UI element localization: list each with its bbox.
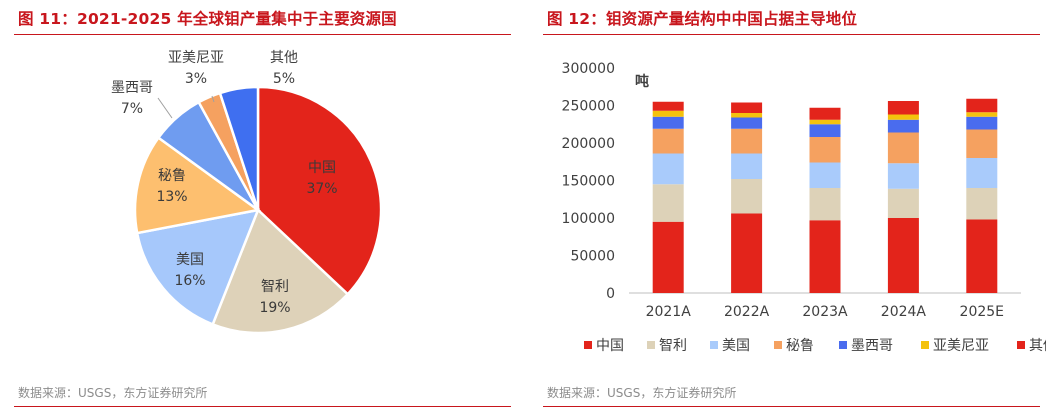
bar-segment-0-3 <box>652 128 684 154</box>
pie-leader-line-item-4 <box>157 97 173 119</box>
bar-segment-2-1 <box>809 188 841 221</box>
legend-swatch-5 <box>921 341 929 349</box>
bar-segment-1-1 <box>731 179 763 214</box>
pie-label-name-item-0: 中国 <box>308 160 336 176</box>
pie-label-pct-item-3: 13% <box>156 189 187 205</box>
legend-label-2: 美国 <box>722 338 750 354</box>
x-tick-label-2: 2023A <box>802 304 848 320</box>
pie-slice-item-2 <box>135 208 260 326</box>
pie-slice-item-3 <box>133 135 262 235</box>
pie-slice-item-6 <box>218 85 260 211</box>
right-source-rule <box>543 406 1040 407</box>
pie-label-pct-item-0: 37% <box>306 181 337 197</box>
y-tick-label-0: 0 <box>606 286 615 302</box>
pie-label-pct-item-2: 16% <box>174 273 205 289</box>
bar-segment-4-6 <box>966 98 998 113</box>
bar-segment-3-1 <box>887 188 919 218</box>
bar-segment-0-2 <box>652 153 684 185</box>
pie-label-name-item-4: 墨西哥 <box>111 80 153 96</box>
legend-label-4: 墨西哥 <box>851 338 893 354</box>
bar-segment-4-5 <box>966 112 998 117</box>
bar-segment-1-3 <box>731 128 763 154</box>
bar-segment-2-6 <box>809 107 841 120</box>
bar-segment-0-4 <box>652 116 684 129</box>
pie-label-pct-item-1: 19% <box>259 300 290 316</box>
bar-segment-1-5 <box>731 113 763 118</box>
y-tick-label-2: 100000 <box>562 211 615 227</box>
bar-segment-2-0 <box>809 220 841 293</box>
pie-label-name-item-2: 美国 <box>176 252 204 268</box>
x-tick-label-0: 2021A <box>646 304 692 320</box>
legend-swatch-0 <box>584 341 592 349</box>
bar-segment-3-6 <box>887 101 919 115</box>
bar-segment-0-1 <box>652 184 684 222</box>
legend-label-1: 智利 <box>659 338 687 354</box>
y-unit-label: 吨 <box>635 73 649 90</box>
left-source-note: 数据来源：USGS，东方证券研究所 <box>18 386 208 400</box>
y-tick-label-5: 250000 <box>562 99 615 115</box>
x-tick-label-3: 2024A <box>881 304 927 320</box>
left-title-rule <box>14 34 511 35</box>
pie-chart: 中国 37% 智利 19% 美国 16% 秘鲁 13% 墨西哥 7% 亚美尼亚 3% 其他 5% <box>111 50 383 335</box>
left-source-rule <box>14 406 511 407</box>
y-tick-label-4: 200000 <box>562 136 615 152</box>
bar-segment-3-0 <box>887 218 919 293</box>
bar-segment-4-4 <box>966 116 998 130</box>
right-chart-title: 图 12：钼资源产量结构中中国占据主导地位 <box>547 10 858 28</box>
bar-segment-4-0 <box>966 219 998 293</box>
bar-segment-3-5 <box>887 114 919 120</box>
y-tick-label-6: 300000 <box>562 61 615 77</box>
pie-label-name-item-5: 亚美尼亚 <box>168 50 224 66</box>
y-tick-label-3: 150000 <box>562 174 615 190</box>
legend-label-0: 中国 <box>596 338 624 354</box>
legend-label-5: 亚美尼亚 <box>933 338 989 354</box>
bar-segment-4-3 <box>966 129 998 158</box>
pie-label-name-item-6: 其他 <box>270 50 298 66</box>
legend-swatch-4 <box>839 341 847 349</box>
left-chart-panel: 图 11：2021-2025 年全球钼产量集中于主要资源国 中国 37% 智利 19%… <box>0 0 517 413</box>
legend-swatch-6 <box>1017 341 1025 349</box>
pie-label-name-item-3: 秘鲁 <box>158 168 186 184</box>
pie-label-pct-item-4: 7% <box>121 101 143 117</box>
right-source-note: 数据来源：USGS，东方证券研究所 <box>547 386 737 400</box>
x-tick-label-4: 2025E <box>960 304 1004 320</box>
bar-segment-1-0 <box>731 213 763 293</box>
pie-slice-item-0 <box>256 85 383 296</box>
right-title-rule <box>543 34 1040 35</box>
bar-segment-1-2 <box>731 153 763 179</box>
bar-segment-4-1 <box>966 188 998 220</box>
y-tick-label-1: 50000 <box>570 249 615 265</box>
pie-label-pct-item-5: 3% <box>185 71 207 87</box>
x-tick-label-1: 2022A <box>724 304 770 320</box>
pie-leader-line-item-5 <box>211 95 215 103</box>
pie-label-name-item-1: 智利 <box>261 279 289 295</box>
bar-segment-1-6 <box>731 102 763 113</box>
bar-segment-3-2 <box>887 163 919 189</box>
bar-segment-3-3 <box>887 132 919 164</box>
bar-segment-1-4 <box>731 117 763 129</box>
left-chart-title: 图 11：2021-2025 年全球钼产量集中于主要资源国 <box>18 10 397 28</box>
bar-segment-2-3 <box>809 137 841 163</box>
legend-swatch-1 <box>647 341 655 349</box>
legend-label-3: 秘鲁 <box>786 338 814 354</box>
bar-segment-0-0 <box>652 221 684 293</box>
bar-segment-3-4 <box>887 119 919 133</box>
bar-segment-2-2 <box>809 162 841 188</box>
bar-segment-4-2 <box>966 158 998 188</box>
legend-swatch-3 <box>774 341 782 349</box>
bar-segment-2-4 <box>809 124 841 137</box>
stacked-bar-chart: 0 50000 100000 150000 200000 250000 300000 吨 202… <box>562 61 1046 354</box>
bar-segment-0-6 <box>652 101 684 111</box>
pie-label-pct-item-6: 5% <box>273 71 295 87</box>
bar-segment-2-5 <box>809 119 841 125</box>
bar-segment-0-5 <box>652 110 684 117</box>
legend-label-6: 其他 <box>1029 338 1046 354</box>
right-chart-panel: 图 12：钼资源产量结构中中国占据主导地位 0 50000 100000 150000… <box>529 0 1046 413</box>
legend-swatch-2 <box>710 341 718 349</box>
